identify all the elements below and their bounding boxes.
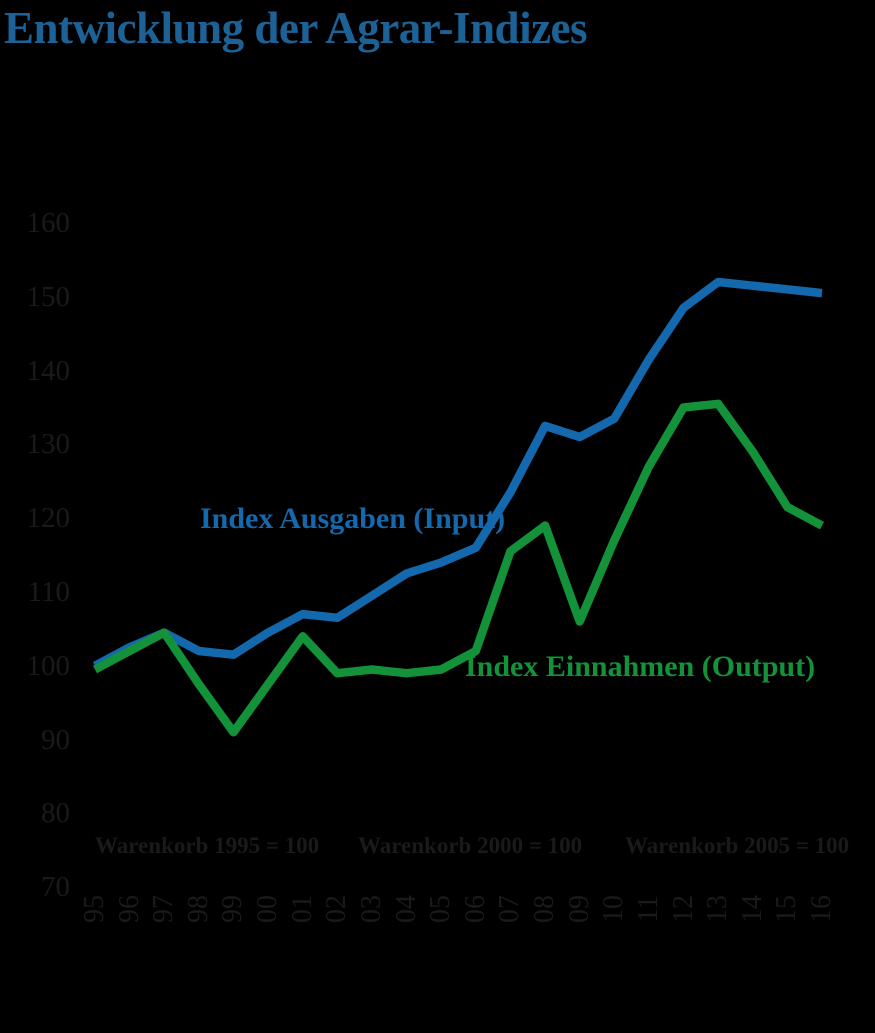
y-tick-label: 80 — [41, 797, 70, 830]
input-series-line — [92, 277, 823, 670]
y-tick-label: 150 — [26, 280, 71, 313]
y-tick-label: 160 — [26, 207, 71, 239]
basket-note-2000: Warenkorb 2000 = 100 — [358, 833, 583, 858]
y-tick-label: 120 — [26, 502, 71, 535]
y-tick-label: 140 — [26, 354, 71, 387]
y-tick-label: 100 — [26, 649, 71, 682]
basket-note-1995: Warenkorb 1995 = 100 — [95, 833, 320, 858]
basket-note-2005: Warenkorb 2005 = 100 — [625, 833, 850, 858]
y-tick-label: 70 — [41, 871, 70, 904]
output-series-label: Index Einnahmen (Output) — [465, 650, 816, 683]
input-series-label: Index Ausgaben (Input) — [200, 502, 506, 535]
y-tick-label: 90 — [41, 723, 70, 756]
output-series-line — [92, 399, 825, 737]
y-tick-label: 110 — [27, 576, 70, 608]
x-tick-label: 16 — [806, 895, 838, 923]
y-tick-label: 130 — [26, 428, 71, 461]
page-title: Entwicklung der Agrar-Indizes — [4, 3, 588, 53]
